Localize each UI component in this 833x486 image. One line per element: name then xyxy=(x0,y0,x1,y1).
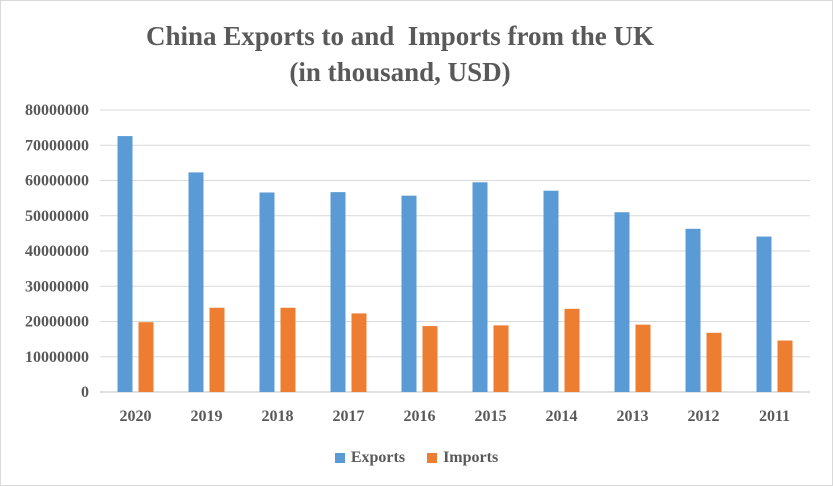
y-tick-label: 10000000 xyxy=(25,349,89,366)
bar-imports-2019 xyxy=(209,307,225,392)
legend-swatch xyxy=(334,453,345,463)
bar-exports-2016 xyxy=(401,195,417,392)
bar-exports-2018 xyxy=(259,192,275,392)
y-tick-label: 30000000 xyxy=(25,278,89,295)
bars xyxy=(117,136,793,392)
legend-item-exports: Exports xyxy=(334,449,406,467)
bar-exports-2019 xyxy=(188,172,204,392)
legend-label: Imports xyxy=(443,449,499,466)
x-tick-label: 2020 xyxy=(120,408,152,425)
bar-imports-2015 xyxy=(493,325,509,392)
bar-exports-2020 xyxy=(117,136,133,392)
legend-swatch xyxy=(427,453,438,463)
bar-exports-2012 xyxy=(685,228,701,392)
legend-item-imports: Imports xyxy=(427,449,498,467)
bar-imports-2013 xyxy=(635,324,651,392)
chart-title-line-1: China Exports to and Imports from the UK xyxy=(145,21,655,51)
bar-imports-2014 xyxy=(564,308,580,392)
y-tick-label: 50000000 xyxy=(25,208,89,225)
y-tick-label: 80000000 xyxy=(25,102,89,119)
chart-title-line-2: (in thousand, USD) xyxy=(289,57,511,87)
bar-exports-2015 xyxy=(472,182,488,392)
x-tick-label: 2015 xyxy=(475,408,507,425)
bar-exports-2017 xyxy=(330,192,346,392)
x-tick-label: 2013 xyxy=(617,408,649,425)
bar-exports-2014 xyxy=(543,190,559,392)
bar-imports-2017 xyxy=(351,313,367,392)
legend-label: Exports xyxy=(350,449,406,466)
y-tick-label: 0 xyxy=(81,384,89,401)
bar-imports-2012 xyxy=(706,332,722,392)
gridlines xyxy=(100,109,810,393)
x-tick-label: 2014 xyxy=(546,408,578,425)
bar-exports-2011 xyxy=(756,236,772,392)
bar-imports-2018 xyxy=(280,307,296,392)
bar-exports-2013 xyxy=(614,212,630,392)
y-tick-label: 70000000 xyxy=(25,137,89,154)
chart-title: China Exports to and Imports from the UK… xyxy=(0,18,800,90)
y-tick-label: 20000000 xyxy=(25,314,89,331)
y-axis-tick-labels: 0 10000000 20000000 30000000 40000000 5000000… xyxy=(25,102,89,401)
y-tick-label: 40000000 xyxy=(25,243,89,260)
x-tick-label: 2018 xyxy=(262,408,294,425)
y-tick-label: 60000000 xyxy=(25,173,89,190)
x-tick-label: 2012 xyxy=(688,408,720,425)
x-axis-tick-labels: 2020 2019 2018 2017 2016 2015 2014 2013 2012 2011 xyxy=(120,408,791,425)
bar-imports-2016 xyxy=(422,326,438,392)
legend: Exports Imports xyxy=(0,447,833,469)
x-tick-label: 2011 xyxy=(759,408,790,425)
x-tick-label: 2016 xyxy=(404,408,436,425)
x-tick-label: 2019 xyxy=(191,408,223,425)
bar-imports-2011 xyxy=(777,340,793,392)
bar-imports-2020 xyxy=(138,322,154,392)
x-tick-label: 2017 xyxy=(333,408,365,425)
